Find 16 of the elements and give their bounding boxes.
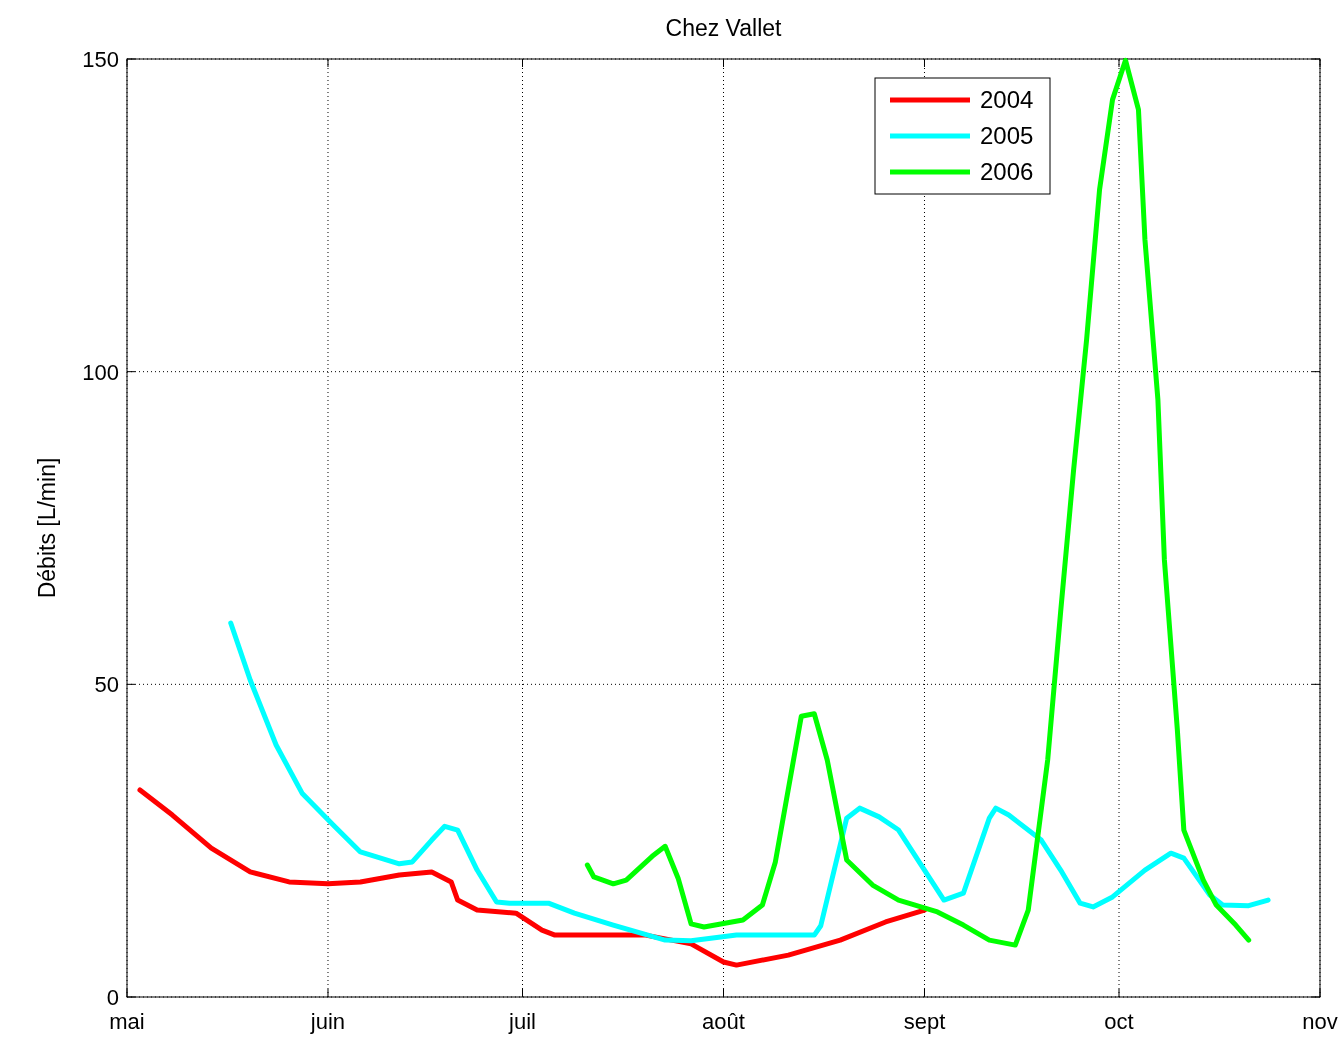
y-axis-title: Débits [L/min]	[34, 457, 60, 599]
legend-label: 2006	[980, 158, 1034, 185]
x-tick-label: sept	[903, 1009, 946, 1034]
x-tick-label: juil	[508, 1009, 536, 1034]
x-tick-label: juin	[309, 1009, 346, 1034]
x-tick-label: nov	[1302, 1009, 1338, 1034]
chart-title: Chez Vallet	[665, 15, 783, 41]
y-tick-label: 50	[94, 672, 119, 698]
y-tick-label: 100	[82, 359, 119, 385]
x-tick-label: août	[702, 1009, 745, 1034]
y-tick-label: 150	[82, 47, 119, 72]
x-tick-label: mai	[109, 1009, 145, 1034]
legend-label: 2005	[980, 122, 1034, 149]
legend-label: 2004	[980, 86, 1034, 113]
y-tick-label: 0	[106, 985, 119, 1010]
x-tick-label: oct	[1104, 1009, 1134, 1034]
